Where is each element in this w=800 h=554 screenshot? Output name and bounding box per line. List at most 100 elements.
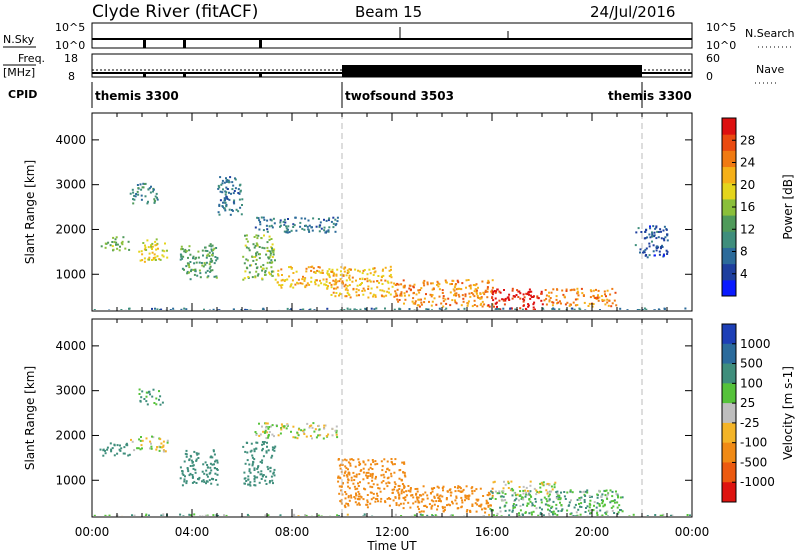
data-cell <box>225 191 228 194</box>
data-cell <box>265 450 268 453</box>
data-cell <box>665 228 668 231</box>
data-cell <box>319 271 322 274</box>
data-cell <box>401 461 404 464</box>
data-cell <box>294 436 297 439</box>
data-cell <box>150 246 153 249</box>
data-cell <box>471 503 474 506</box>
nave-tick-top: 60 <box>706 52 720 65</box>
data-cell <box>332 291 335 294</box>
data-cell <box>306 282 309 285</box>
velocity-ylabel: Slant Range [km] <box>23 366 37 470</box>
data-cell <box>596 502 599 505</box>
data-cell <box>439 494 442 497</box>
colorbar-tick-label: 4 <box>740 267 748 281</box>
data-cell <box>263 431 266 434</box>
data-cell <box>308 309 311 310</box>
data-cell <box>529 490 532 493</box>
data-cell <box>258 481 261 484</box>
data-cell <box>617 495 619 498</box>
data-cell <box>461 294 464 297</box>
data-cell <box>461 282 464 285</box>
data-cell <box>445 281 448 284</box>
data-cell <box>442 485 445 488</box>
data-cell <box>394 292 397 295</box>
data-cell <box>603 290 606 293</box>
data-cell <box>580 491 583 494</box>
data-cell <box>140 198 143 201</box>
data-cell <box>189 278 192 281</box>
data-cell <box>260 265 262 268</box>
data-cell <box>257 465 260 468</box>
data-cell <box>646 515 649 516</box>
data-cell <box>437 282 440 285</box>
data-cell <box>451 500 453 503</box>
data-cell <box>347 485 350 488</box>
data-cell <box>592 294 595 297</box>
data-cell <box>162 255 165 258</box>
data-cell <box>367 482 370 485</box>
data-cell <box>530 290 533 293</box>
data-cell <box>206 466 209 469</box>
data-cell <box>453 286 456 289</box>
data-cell <box>338 492 341 495</box>
data-cell <box>197 250 200 253</box>
data-cell <box>152 258 155 261</box>
data-cell <box>259 253 261 256</box>
data-cell <box>138 393 141 395</box>
data-cell <box>384 266 387 269</box>
data-cell <box>153 198 156 201</box>
data-cell <box>262 229 265 232</box>
data-cell <box>352 287 355 290</box>
data-cell <box>269 254 272 257</box>
data-cell <box>451 514 454 516</box>
data-cell <box>242 255 245 258</box>
data-cell <box>265 437 268 440</box>
data-cell <box>599 309 601 310</box>
data-cell <box>492 291 495 293</box>
data-cell <box>537 297 540 300</box>
data-cell <box>555 497 558 500</box>
data-cell <box>514 309 517 310</box>
data-cell <box>528 494 531 496</box>
data-cell <box>603 299 606 302</box>
data-cell <box>267 257 270 260</box>
data-cell <box>613 299 616 302</box>
data-cell <box>595 288 597 291</box>
data-cell <box>191 474 194 476</box>
colorbar-tick-label: -500 <box>740 455 767 469</box>
data-cell <box>217 184 220 187</box>
data-cell <box>356 284 359 287</box>
data-cell <box>548 291 550 294</box>
data-cell <box>192 255 195 258</box>
data-cell <box>223 207 226 210</box>
data-cell <box>511 297 514 300</box>
data-cell <box>403 286 406 289</box>
data-cell <box>443 506 446 509</box>
data-cell <box>593 504 595 507</box>
data-cell <box>556 302 558 305</box>
data-cell <box>343 267 346 270</box>
data-cell <box>551 511 554 514</box>
data-cell <box>183 480 186 483</box>
data-cell <box>346 475 349 478</box>
data-cell <box>262 264 265 267</box>
data-cell <box>183 460 186 463</box>
data-cell <box>266 465 269 468</box>
data-cell <box>437 505 439 508</box>
data-cell <box>370 287 373 290</box>
data-cell <box>302 275 304 278</box>
data-cell <box>315 279 318 282</box>
data-cell <box>433 496 436 499</box>
data-cell <box>330 286 333 289</box>
data-cell <box>353 485 356 488</box>
data-cell <box>374 295 377 298</box>
data-cell <box>327 219 330 222</box>
data-cell <box>256 467 259 470</box>
data-cell <box>604 293 606 296</box>
data-cell <box>245 238 248 241</box>
data-cell <box>191 481 194 484</box>
data-cell <box>243 262 246 265</box>
data-cell <box>645 308 648 310</box>
data-cell <box>183 268 185 271</box>
data-cell <box>345 295 348 298</box>
